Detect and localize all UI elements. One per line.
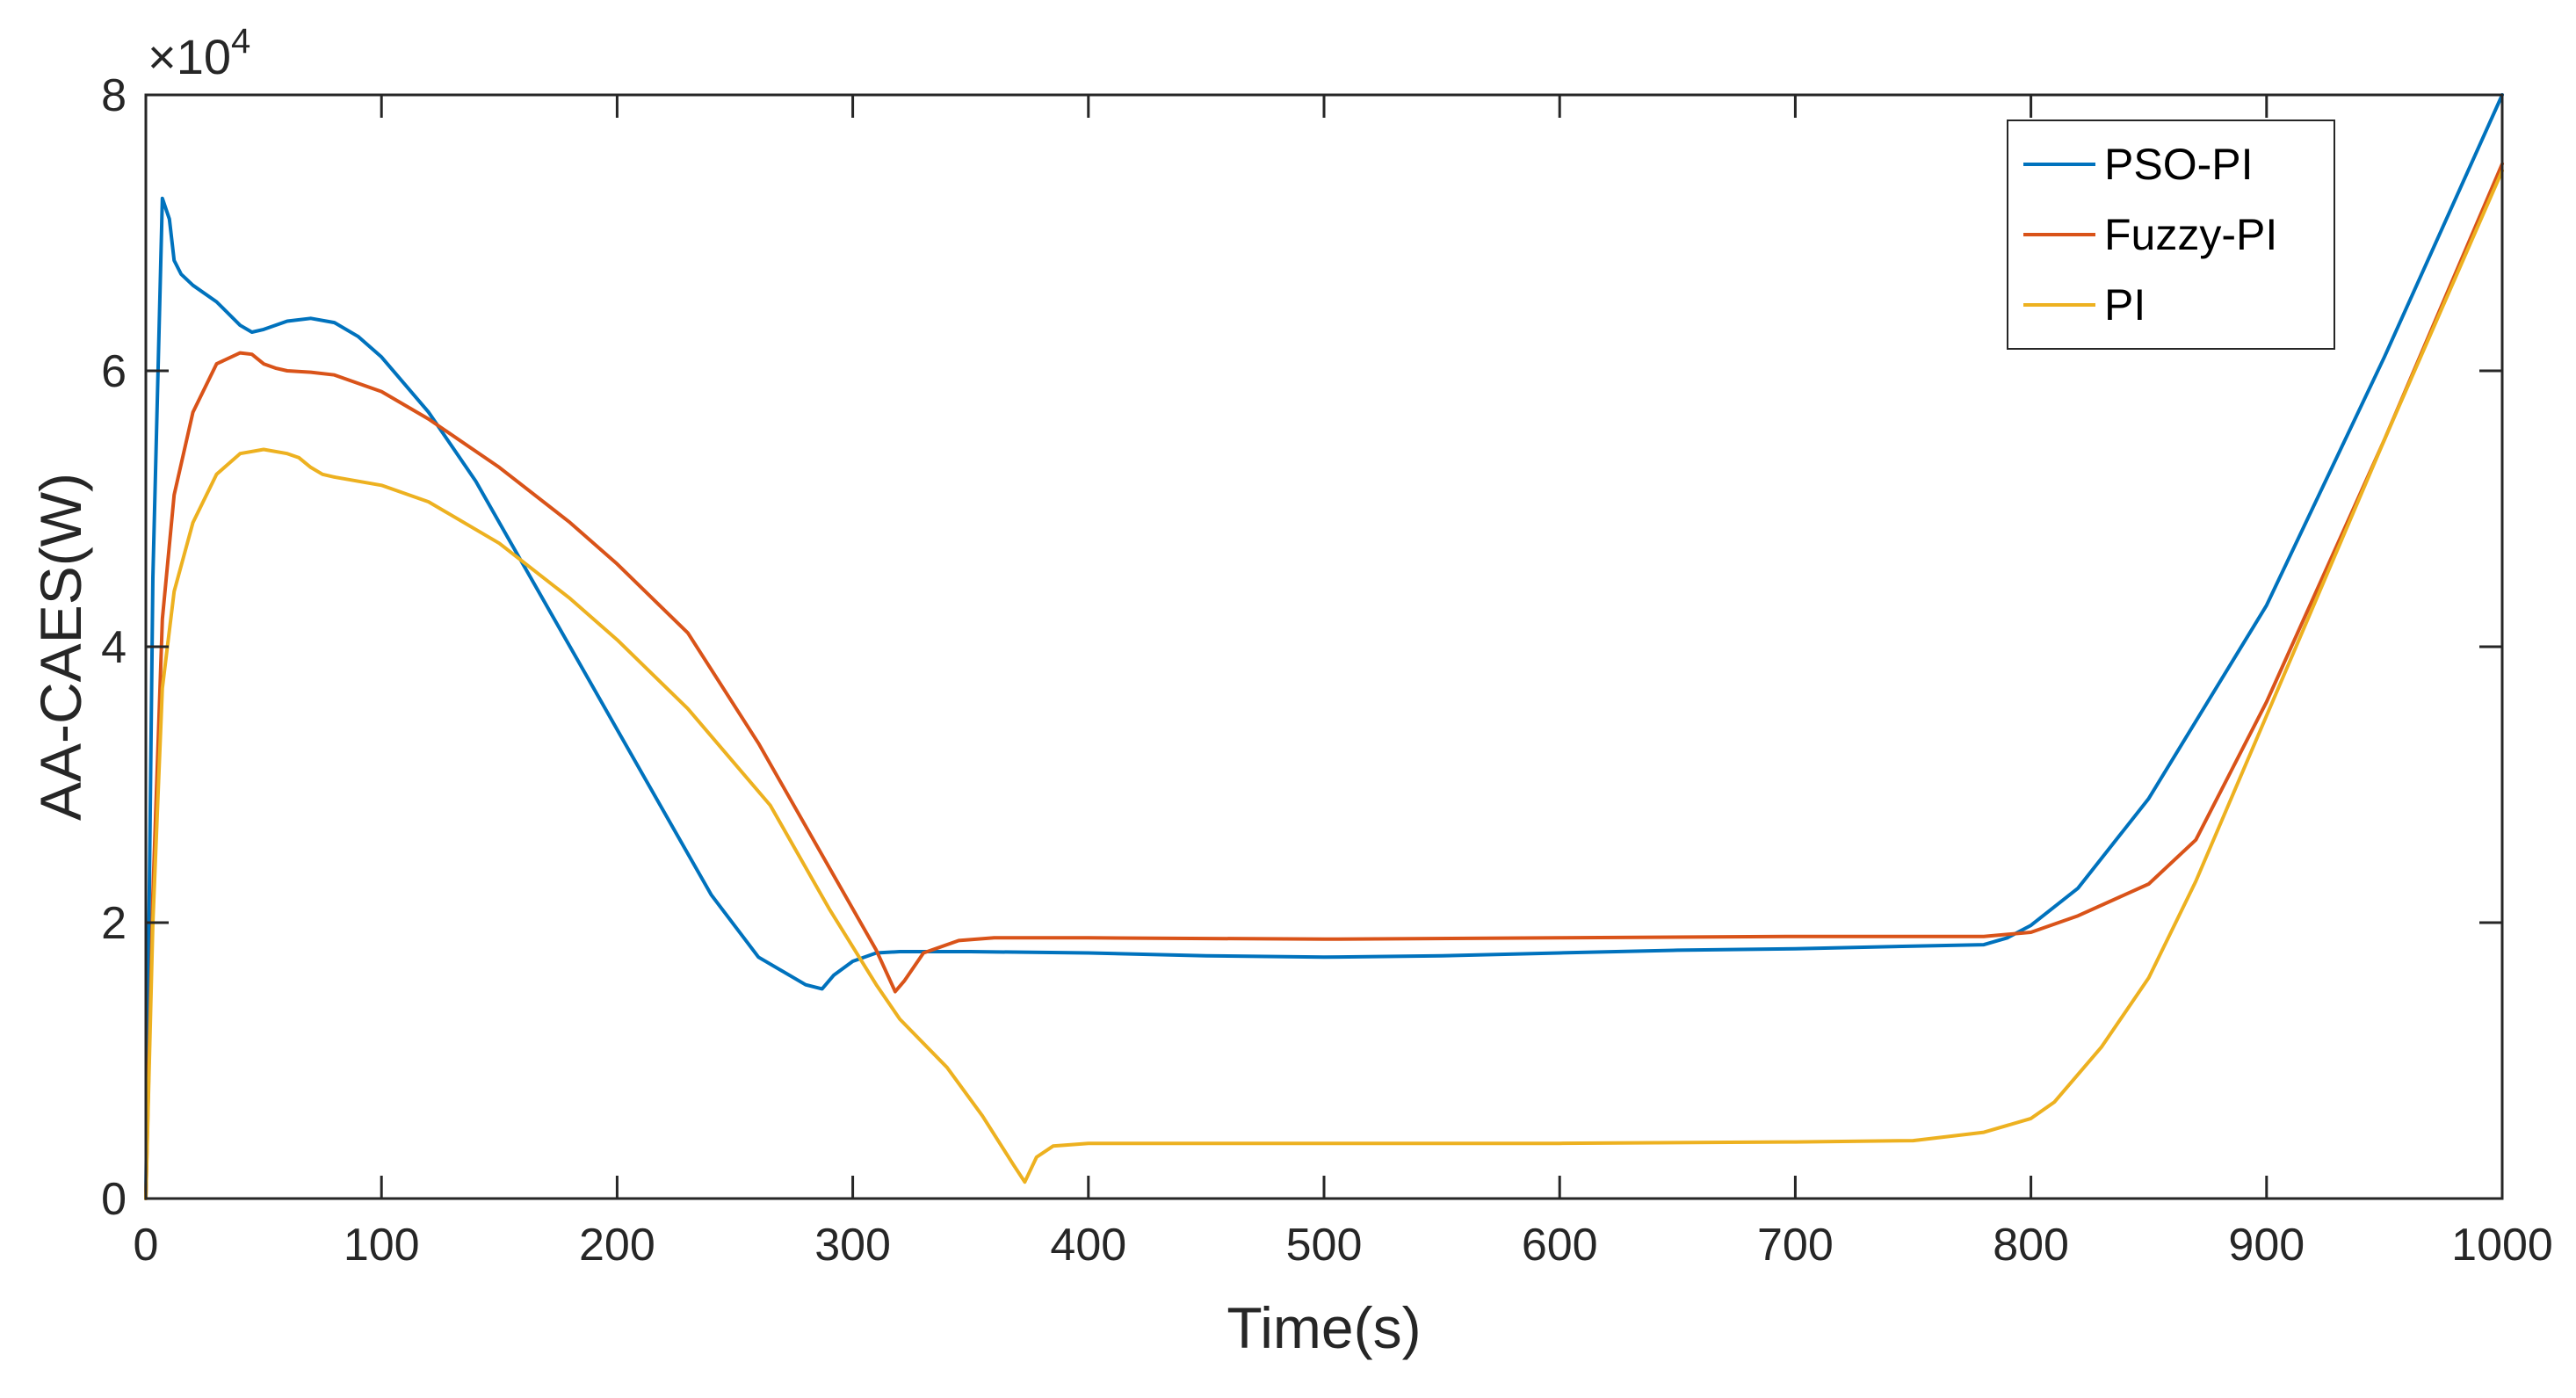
legend-label-fuzzy-pi: Fuzzy-PI — [2104, 210, 2277, 259]
y-axis-multiplier-exponent: 4 — [231, 22, 250, 61]
series-line-fuzzy-pi — [144, 162, 2504, 1200]
legend-label-pso-pi: PSO-PI — [2104, 140, 2253, 189]
y-tick-label: 6 — [101, 346, 127, 397]
y-tick-label: 4 — [101, 622, 127, 673]
series-layer — [144, 93, 2504, 1200]
x-tick-label: 200 — [579, 1220, 655, 1271]
x-tick-label: 1000 — [2451, 1220, 2553, 1271]
y-axis-multiplier-base: ×10 — [148, 29, 231, 84]
y-tick-label: 8 — [101, 70, 127, 121]
x-axis-title: Time(s) — [1226, 1295, 1421, 1360]
x-tick-label: 500 — [1286, 1220, 1363, 1271]
ticks-layer — [144, 93, 2504, 1200]
x-tick-label: 900 — [2228, 1220, 2305, 1271]
x-tick-label: 100 — [344, 1220, 420, 1271]
legend-label-pi: PI — [2104, 280, 2145, 330]
x-tick-label: 800 — [1993, 1220, 2069, 1271]
x-tick-label: 700 — [1757, 1220, 1834, 1271]
y-axis-title: AA-CAES(W) — [28, 473, 93, 821]
x-tick-label: 300 — [814, 1220, 891, 1271]
series-line-pso-pi — [144, 93, 2504, 1200]
x-tick-label: 400 — [1050, 1220, 1126, 1271]
y-tick-label: 0 — [101, 1174, 127, 1225]
tick-labels-layer: 0 100 200 300 400 500 600 700 800 900 1000 0 2 4 6 8 — [101, 70, 2553, 1271]
legend: PSO-PI Fuzzy-PI PI — [2007, 120, 2335, 350]
x-tick-label: 600 — [1522, 1220, 1598, 1271]
y-axis-multiplier: ×104 — [148, 22, 250, 84]
series-line-pi — [144, 169, 2504, 1200]
y-tick-label: 2 — [101, 898, 127, 949]
x-tick-label: 0 — [134, 1220, 159, 1271]
